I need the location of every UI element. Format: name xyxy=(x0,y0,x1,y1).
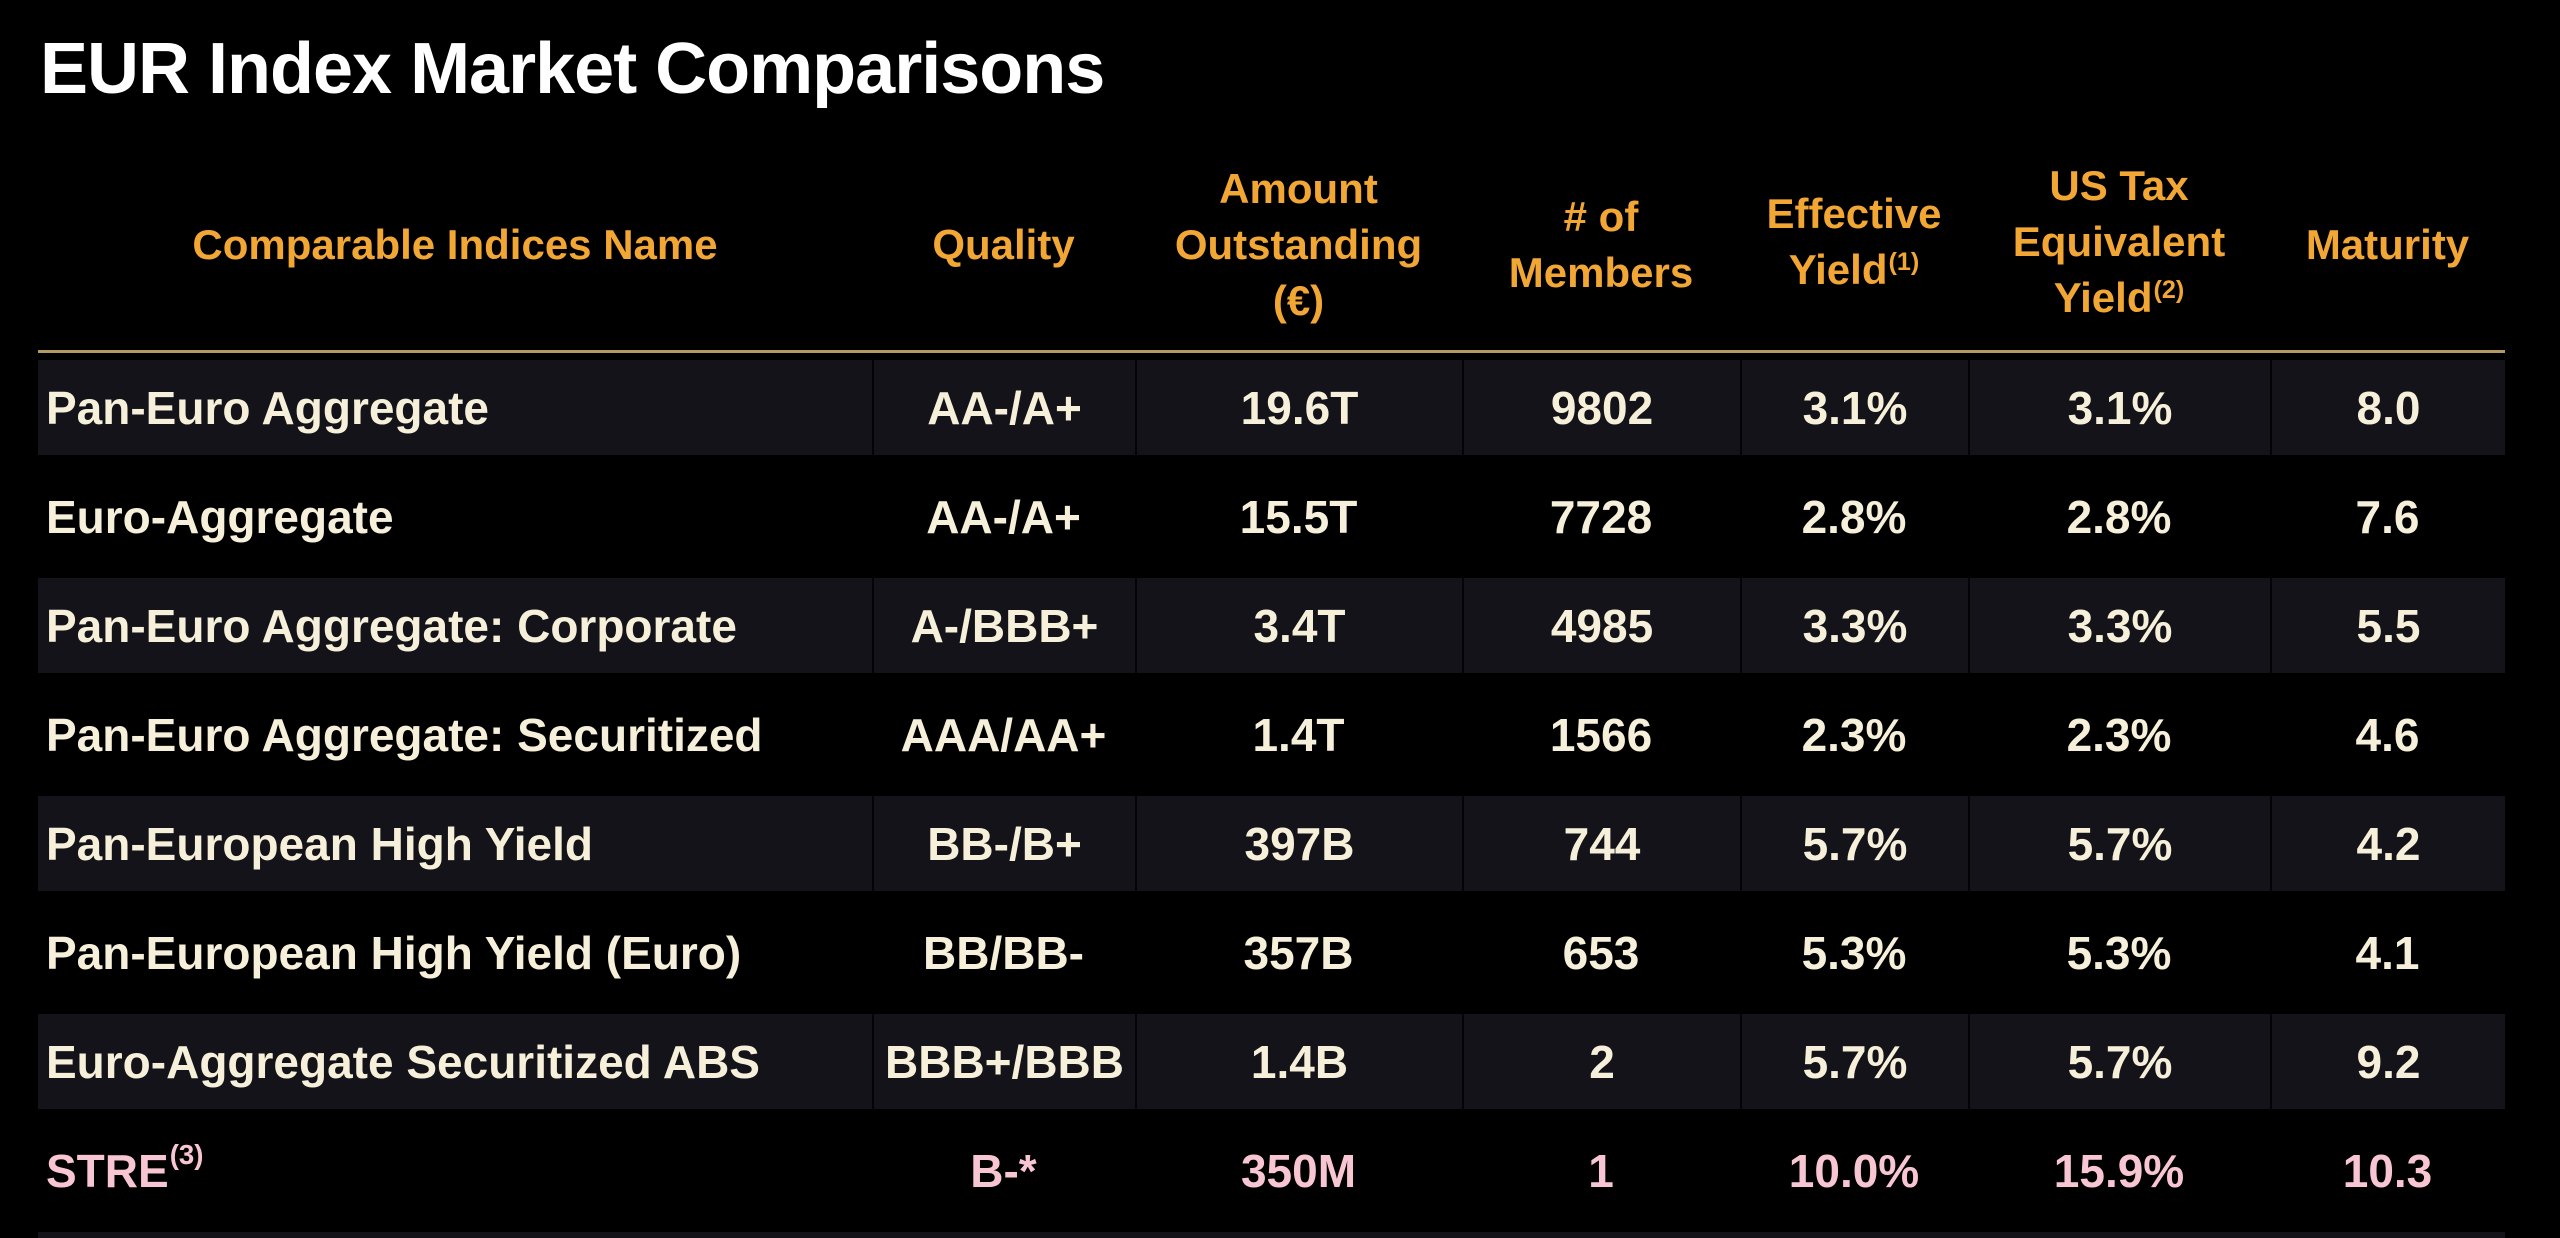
maturity-cell: 9.2 xyxy=(2270,1014,2505,1109)
table-row-8: STRE (3) B-* 350M 1 10.0% 15.9% 10.3 xyxy=(38,1116,2505,1225)
name-cell: Pan-European High Yield (Euro) xyxy=(46,926,742,979)
amount-cell: 15.5T xyxy=(1239,490,1358,543)
effective-cell: 5.7% xyxy=(1740,1014,1968,1109)
header-line: Quality xyxy=(932,221,1075,268)
header-line: Comparable Indices Name xyxy=(192,221,718,268)
ustax-cell: 5.3% xyxy=(2066,926,2172,979)
table-row-4: Pan-Euro Aggregate: Securitized AAA/AA+ 1.… xyxy=(38,680,2505,789)
maturity-cell: 10.3 xyxy=(2342,1144,2433,1197)
quality-cell: BBB+/BBB xyxy=(872,1014,1135,1109)
maturity-cell: 7.6 xyxy=(2355,490,2420,543)
effective-cell: 2.3% xyxy=(1801,708,1907,761)
members-cell: 653 xyxy=(1562,926,1640,979)
members-cell: 744 xyxy=(1462,796,1740,891)
members-cell: 1 xyxy=(1588,1144,1614,1197)
header-line: Amount xyxy=(1219,165,1378,212)
quality-cell: AAA/AA+ xyxy=(900,708,1107,761)
header-line: Effective xyxy=(1766,190,1942,237)
effective-cell: 3.3% xyxy=(1740,578,1968,673)
name-cell: Pan-Euro Aggregate: Corporate xyxy=(38,578,872,673)
header-line: (€) xyxy=(1272,277,1325,324)
amount-cell: 397B xyxy=(1135,796,1462,891)
name-cell: Euro-Aggregate Securitized ABS xyxy=(38,1014,872,1109)
table-header-row: Comparable Indices Name Quality Amount Outs… xyxy=(38,140,2505,353)
members-cell: 7728 xyxy=(1549,490,1653,543)
effective-cell: 3.1% xyxy=(1740,360,1968,455)
members-cell: 4985 xyxy=(1462,578,1740,673)
quality-cell: AA-/A+ xyxy=(872,360,1135,455)
header-line: Equivalent xyxy=(2012,218,2226,265)
header-line: Maturity xyxy=(2305,221,2470,268)
table-row-1: Pan-Euro Aggregate AA-/A+ 19.6T 9802 3.1% 3.1… xyxy=(38,353,2505,462)
column-header-ustax: US Tax Equivalent Yield(2) xyxy=(1968,140,2270,350)
quality-cell: BB-/B+ xyxy=(872,796,1135,891)
quality-cell: BB/BB- xyxy=(923,926,1084,979)
comparison-table: Comparable Indices Name Quality Amount Outs… xyxy=(38,140,2505,1238)
column-header-quality: Quality xyxy=(872,140,1135,350)
ustax-cell: 5.7% xyxy=(1968,796,2270,891)
ustax-cell: 2.3% xyxy=(2066,708,2172,761)
ustax-cell: 3.3% xyxy=(1968,578,2270,673)
amount-cell: 3.4T xyxy=(1135,578,1462,673)
maturity-cell: 4.1 xyxy=(2355,926,2420,979)
column-header-effective: Effective Yield(1) xyxy=(1740,140,1968,350)
members-cell: 9802 xyxy=(1462,360,1740,455)
table-row-7: Euro-Aggregate Securitized ABS BBB+/BBB 1.… xyxy=(38,1007,2505,1116)
members-cell: 1566 xyxy=(1549,708,1653,761)
effective-cell: 5.7% xyxy=(1740,796,1968,891)
page-title: EUR Index Market Comparisons xyxy=(40,29,1105,109)
maturity-cell: 5.5 xyxy=(2270,578,2505,673)
amount-cell: 1.4T xyxy=(1252,708,1345,761)
name-cell: Euro-Aggregate xyxy=(46,490,394,543)
effective-cell: 2.8% xyxy=(1801,490,1907,543)
table-row-2: Euro-Aggregate AA-/A+ 15.5T 7728 2.8% 2.8% 7.6 xyxy=(38,462,2505,571)
column-header-name: Comparable Indices Name xyxy=(38,140,872,350)
name-cell: Pan-European High Yield xyxy=(38,796,872,891)
ustax-cell: 15.9% xyxy=(2053,1144,2185,1197)
header-line: Yield(2) xyxy=(2053,274,2185,321)
superscript-note: (2) xyxy=(2153,276,2185,305)
amount-cell: 1.4B xyxy=(1135,1014,1462,1109)
table-row-5: Pan-European High Yield BB-/B+ 397B 744 5.7%… xyxy=(38,789,2505,898)
column-header-amount: Amount Outstanding (€) xyxy=(1135,140,1462,350)
ustax-cell: 3.1% xyxy=(1968,360,2270,455)
header-line: Members xyxy=(1508,249,1694,296)
ustax-cell: 2.8% xyxy=(2066,490,2172,543)
quality-cell: B-* xyxy=(970,1144,1037,1197)
column-header-maturity: Maturity xyxy=(2270,140,2505,350)
column-header-members: # of Members xyxy=(1462,140,1740,350)
quality-cell: A-/BBB+ xyxy=(872,578,1135,673)
next-row-sliver xyxy=(38,1225,2505,1238)
header-line: US Tax xyxy=(2049,162,2189,209)
effective-cell: 5.3% xyxy=(1801,926,1907,979)
name-cell: Pan-Euro Aggregate: Securitized xyxy=(46,708,763,761)
table-row-3: Pan-Euro Aggregate: Corporate A-/BBB+ 3.4T… xyxy=(38,571,2505,680)
members-cell: 2 xyxy=(1462,1014,1740,1109)
amount-cell: 19.6T xyxy=(1135,360,1462,455)
effective-cell: 10.0% xyxy=(1788,1144,1920,1197)
header-line: Outstanding xyxy=(1174,221,1423,268)
superscript-note: (1) xyxy=(1888,248,1920,277)
table-body: Pan-Euro Aggregate AA-/A+ 19.6T 9802 3.1% 3.1… xyxy=(38,353,2505,1225)
superscript-note: (3) xyxy=(169,1139,204,1171)
amount-cell: 357B xyxy=(1243,926,1354,979)
name-cell: Pan-Euro Aggregate xyxy=(38,360,872,455)
name-cell: STRE (3) xyxy=(46,1139,204,1197)
amount-cell: 350M xyxy=(1240,1144,1357,1197)
quality-cell: AA-/A+ xyxy=(926,490,1081,543)
maturity-cell: 4.6 xyxy=(2355,708,2420,761)
ustax-cell: 5.7% xyxy=(1968,1014,2270,1109)
table-row-6: Pan-European High Yield (Euro) BB/BB- 357B… xyxy=(38,898,2505,1007)
next-row-stripe xyxy=(38,1232,2505,1238)
maturity-cell: 8.0 xyxy=(2270,360,2505,455)
maturity-cell: 4.2 xyxy=(2270,796,2505,891)
header-line: # of xyxy=(1563,193,1639,240)
header-line: Yield(1) xyxy=(1788,246,1920,293)
